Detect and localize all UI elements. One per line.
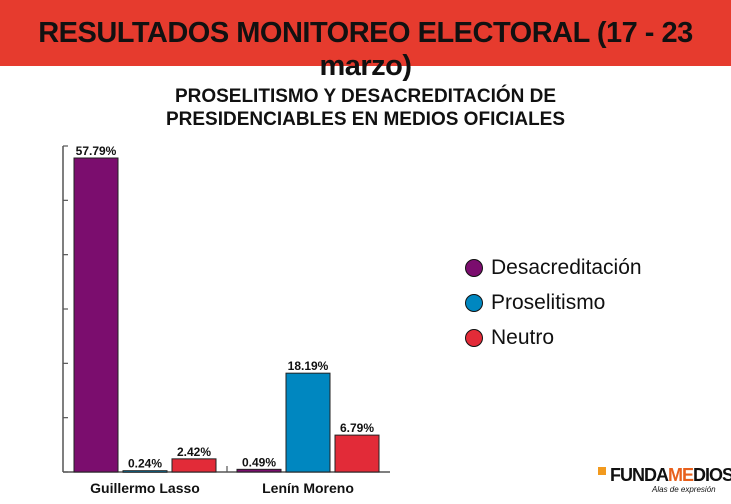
chart-title: PROSELITISMO Y DESACREDITACIÓN DE PRESID… [0, 85, 731, 131]
data-label: 0.49% [242, 455, 276, 469]
legend-label: Neutro [491, 326, 555, 349]
data-label: 0.24% [128, 457, 162, 471]
bar [171, 458, 217, 473]
bar [236, 468, 282, 473]
legend-swatch [465, 294, 483, 312]
data-label: 57.79% [76, 144, 117, 158]
legend-swatch [465, 329, 483, 347]
x-tick-label: Guillermo Lasso [90, 480, 200, 496]
legend-item-desacreditacion: Desacreditación [465, 256, 642, 280]
header-title: RESULTADOS MONITOREO ELECTORAL (17 - 23 … [38, 17, 693, 82]
data-label: 2.42% [177, 445, 211, 459]
data-label: 6.79% [340, 421, 374, 435]
logo-text: FUNDAMEDIOS [610, 465, 731, 485]
chart-title-line-2: PRESIDENCIABLES EN MEDIOS OFICIALES [165, 109, 566, 130]
fundamedios-logo: FUNDAMEDIOS Alas de expresión [598, 463, 731, 497]
logo-tagline: Alas de expresión [652, 485, 716, 494]
legend-item-neutro: Neutro [465, 326, 554, 350]
bar [285, 372, 331, 473]
logo-mark-icon [598, 467, 606, 475]
x-tick-label: Lenín Moreno [262, 480, 354, 496]
legend-swatch [465, 259, 483, 277]
data-label: 18.19% [288, 359, 329, 373]
header-banner: RESULTADOS MONITOREO ELECTORAL (17 - 23 … [0, 0, 731, 82]
legend-item-proselitismo: Proselitismo [465, 291, 605, 315]
bar [334, 434, 380, 473]
bar [73, 157, 119, 473]
legend-label: Proselitismo [491, 291, 606, 314]
legend-label: Desacreditación [491, 256, 642, 279]
chart-title-line-1: PROSELITISMO Y DESACREDITACIÓN DE [174, 86, 557, 107]
bar [122, 470, 168, 473]
